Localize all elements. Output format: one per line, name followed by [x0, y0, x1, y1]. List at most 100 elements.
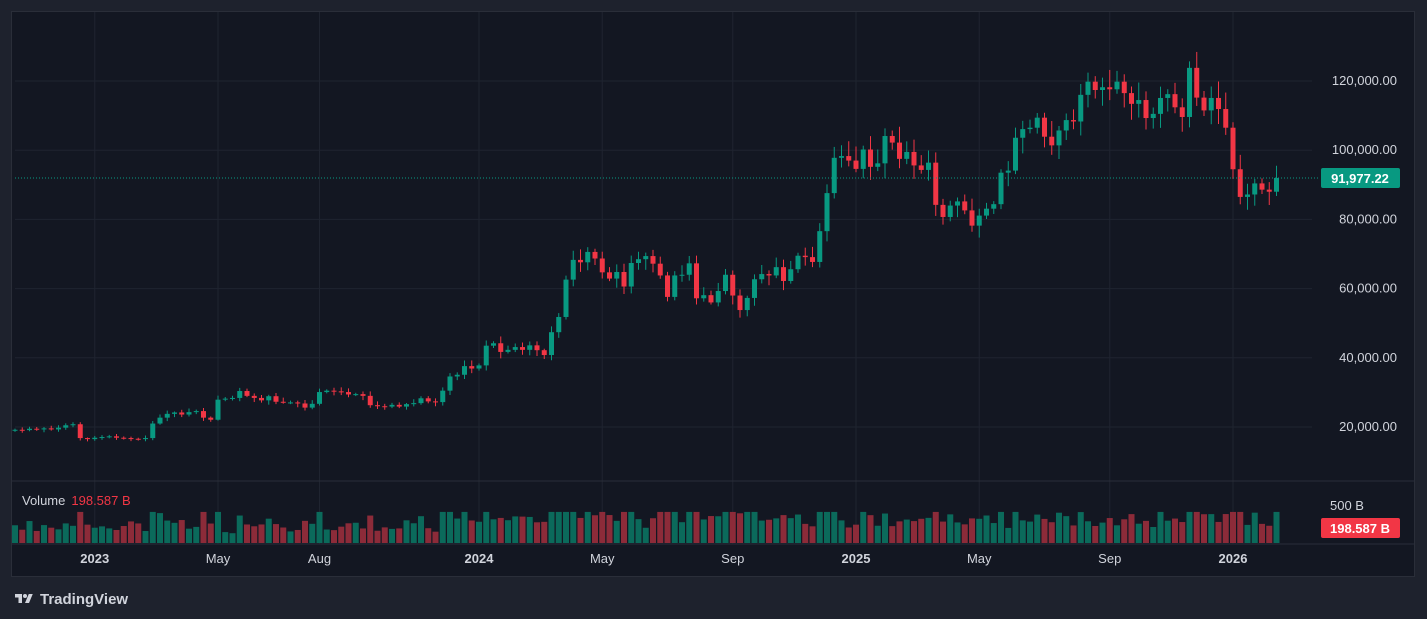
volume-bar — [439, 511, 446, 543]
volume-bar — [918, 518, 925, 543]
candle-body — [715, 291, 721, 303]
volume-bar — [903, 519, 910, 543]
candle-body — [418, 398, 424, 404]
volume-bar — [447, 511, 453, 543]
candle-body — [527, 345, 533, 350]
volume-bar — [309, 523, 316, 543]
volume-bar — [99, 526, 105, 543]
candle-body — [1208, 97, 1214, 111]
volume-bar — [526, 516, 533, 543]
candle-body — [193, 411, 199, 413]
candle-body — [1056, 130, 1062, 146]
candle-body — [295, 402, 301, 404]
volume-bar — [1273, 511, 1280, 543]
volume-bar — [1114, 525, 1120, 543]
volume-bar — [940, 521, 946, 543]
candle-body — [947, 205, 953, 217]
volume-bar — [1193, 511, 1200, 543]
candle-body — [179, 412, 185, 415]
candle-body — [824, 193, 830, 232]
candle-body — [737, 295, 743, 311]
candle-body — [77, 424, 83, 439]
volume-bar — [976, 518, 983, 543]
candle-body — [27, 428, 32, 431]
current-price-label: 91,977.22 — [1331, 171, 1389, 186]
volume-bar — [577, 517, 584, 543]
candle-body — [810, 257, 815, 262]
volume-bar — [367, 515, 374, 543]
volume-bar — [802, 523, 809, 543]
candle-body — [969, 210, 975, 226]
candle-body — [541, 350, 547, 356]
candle-body — [904, 151, 910, 159]
candle-body — [1136, 100, 1142, 104]
candle-body — [114, 436, 119, 438]
volume-bar — [773, 518, 780, 543]
candle-body — [1114, 81, 1120, 90]
volume-bar — [135, 523, 142, 543]
y-tick-label: 120,000.00 — [1332, 73, 1397, 88]
candle-body — [259, 397, 264, 401]
volume-bar — [1172, 518, 1178, 543]
volume-bar — [882, 513, 888, 543]
volume-bar — [171, 522, 178, 543]
candle-body — [1237, 169, 1243, 197]
candle-body — [1194, 67, 1200, 98]
candle-body — [505, 349, 511, 352]
volume-bar — [1157, 511, 1164, 543]
candle-body — [244, 391, 250, 396]
volume-bar — [715, 516, 722, 543]
candle-body — [998, 172, 1004, 205]
candlestick-chart[interactable]: 120,000.00 100,000.00 80,000.00 60,000.00 40… — [12, 12, 1414, 576]
candle-body — [860, 149, 866, 169]
candle-body — [549, 332, 554, 356]
volume-bar — [751, 511, 758, 543]
volume-bar — [251, 526, 258, 543]
volume-bar — [708, 516, 714, 543]
volume-bar — [896, 521, 903, 543]
candle-body — [440, 390, 446, 403]
volume-bar — [983, 515, 990, 543]
candle-body — [404, 404, 409, 407]
candle-body — [462, 366, 467, 375]
candle-body — [585, 251, 591, 263]
candle-body — [839, 156, 844, 158]
volume-bar — [316, 511, 323, 543]
candle-body — [1027, 127, 1033, 130]
volume-bar — [1085, 521, 1091, 543]
volume-bar — [1063, 516, 1070, 543]
candle-body — [157, 417, 163, 424]
candle-body — [882, 136, 888, 164]
candle-body — [454, 374, 460, 377]
volume-bar — [1208, 514, 1215, 543]
candle-body — [469, 366, 475, 369]
candle-body — [621, 271, 627, 287]
chart-frame: 120,000.00 100,000.00 80,000.00 60,000.00 40… — [11, 11, 1415, 577]
volume-bar — [889, 526, 896, 543]
candle-body — [143, 438, 148, 440]
volume-bar — [671, 511, 678, 543]
candle-body — [918, 165, 924, 170]
candle-body — [752, 279, 757, 298]
candle-body — [570, 259, 576, 280]
volume-bar — [425, 528, 432, 543]
volume-bar — [186, 528, 192, 543]
candle-body — [215, 399, 221, 420]
volume-bar — [389, 528, 395, 543]
volume-bar — [635, 519, 642, 543]
candle-body — [759, 274, 765, 280]
candle-body — [273, 396, 279, 402]
x-tick-label: May — [590, 551, 615, 566]
candle-body — [831, 157, 837, 194]
volume-bar — [780, 515, 787, 543]
volume-bar — [874, 525, 881, 543]
volume-bar — [113, 529, 120, 543]
candle-body — [1259, 183, 1265, 190]
candle-body — [708, 295, 714, 303]
candle-body — [222, 398, 228, 400]
candle-body — [1034, 117, 1040, 128]
volume-bar — [222, 532, 229, 543]
tradingview-brand[interactable]: TradingView — [12, 589, 128, 609]
candle-body — [694, 263, 699, 299]
candle-body — [302, 403, 308, 408]
